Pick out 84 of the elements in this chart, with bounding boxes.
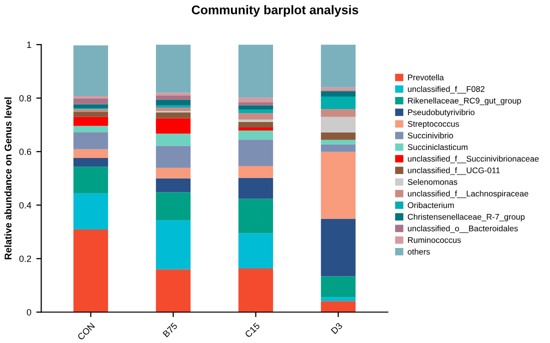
bar xyxy=(320,109,356,117)
bar xyxy=(156,178,191,192)
bar xyxy=(238,233,274,269)
bar xyxy=(238,128,274,130)
bar xyxy=(320,96,356,110)
bar xyxy=(73,126,108,132)
y-tick-label: 0 xyxy=(26,309,32,316)
y-axis-title: Relative abundance on Genus level xyxy=(4,97,12,260)
bar xyxy=(73,193,108,230)
bar xyxy=(156,134,191,146)
bar xyxy=(238,102,274,106)
bar xyxy=(320,301,356,312)
bar xyxy=(73,96,108,98)
legend-label: Pseudobutyrivibrio xyxy=(408,109,474,117)
legend-label: Christensenellaceae_R-7_group xyxy=(408,214,525,222)
legend-label: others xyxy=(408,248,430,255)
chart-title: Community barplot analysis xyxy=(192,5,358,17)
legend-label: unclassified_o__Bacteroidales xyxy=(408,225,518,233)
bar xyxy=(238,178,274,199)
bar xyxy=(73,149,108,158)
bar xyxy=(320,44,356,88)
y-tick-label: 0.6 xyxy=(19,148,32,155)
legend-label: Prevotella xyxy=(408,74,444,80)
bar xyxy=(238,110,274,114)
bar xyxy=(320,144,356,152)
bar xyxy=(238,44,274,98)
legend-label: unclassified_f__F082 xyxy=(408,86,484,94)
bar xyxy=(156,95,191,100)
bar xyxy=(238,198,274,234)
bar xyxy=(73,158,108,167)
legend-label: unclassified_f__Lachnospiraceae xyxy=(408,190,528,198)
y-tick-label: 1 xyxy=(27,42,32,48)
bar xyxy=(156,118,191,134)
bar xyxy=(320,87,356,90)
legend-label: Rikenellaceae_RC9_gut_group xyxy=(408,98,521,106)
bar xyxy=(73,45,108,96)
bar xyxy=(156,192,191,220)
bar xyxy=(320,218,356,276)
bar xyxy=(73,166,108,194)
bar xyxy=(238,140,274,166)
bar xyxy=(156,220,191,270)
bar xyxy=(320,132,356,140)
bar xyxy=(238,268,274,312)
x-tick-label: B75 xyxy=(162,322,178,338)
bar xyxy=(320,152,356,219)
bar xyxy=(156,112,191,118)
bar xyxy=(238,130,274,140)
legend-label: Succinivibrio xyxy=(408,132,454,138)
legend-label: Succiniclasticum xyxy=(408,144,468,150)
bar xyxy=(238,122,274,128)
bar xyxy=(156,146,191,168)
bar xyxy=(73,98,108,104)
bar xyxy=(320,140,356,144)
bar xyxy=(156,107,191,111)
y-tick-label: 0.2 xyxy=(19,256,32,262)
bar xyxy=(238,98,274,102)
bar xyxy=(73,229,108,312)
legend-label: unclassified_f__Succinivibrionaceae xyxy=(408,156,539,164)
bar xyxy=(156,168,191,178)
bar xyxy=(73,104,108,108)
bar xyxy=(320,276,356,298)
bar xyxy=(73,112,108,117)
bar xyxy=(156,100,191,106)
bar xyxy=(238,113,274,120)
bar xyxy=(156,92,191,96)
x-tick-label: D3 xyxy=(330,322,343,334)
bar xyxy=(156,44,191,93)
y-tick-label: 0.8 xyxy=(19,95,32,102)
legend-label: Selenomonas xyxy=(408,178,458,185)
legend-label: Oribacterium xyxy=(408,202,454,208)
bar xyxy=(73,109,108,112)
y-tick-label: 0.4 xyxy=(19,202,32,208)
bar xyxy=(238,166,274,178)
bar xyxy=(320,116,356,132)
bar xyxy=(73,132,108,150)
legend-label: Streptococcus xyxy=(408,120,460,128)
legend-label: Ruminococcus xyxy=(408,236,461,243)
legend-label: unclassified_f__UCG-011 xyxy=(408,167,500,175)
bar xyxy=(238,105,274,110)
x-tick-label: C15 xyxy=(244,322,260,338)
bar xyxy=(73,116,108,126)
bar xyxy=(156,269,191,312)
bar xyxy=(320,297,356,302)
bar xyxy=(320,91,356,96)
